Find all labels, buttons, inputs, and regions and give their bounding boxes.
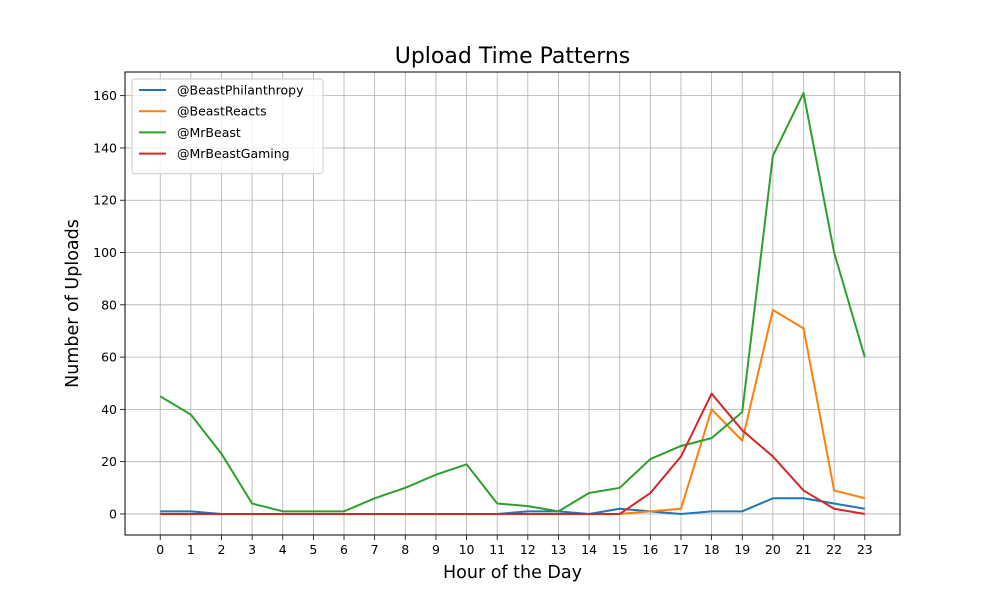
y-axis-label: Number of Uploads [63, 219, 83, 388]
y-tick-label: 0 [109, 506, 117, 521]
legend-box [131, 78, 324, 175]
x-tick-label: 15 [612, 542, 628, 557]
legend-label: @MrBeastGaming [177, 146, 290, 161]
series-line [160, 392, 865, 515]
x-tick-label: 3 [248, 542, 256, 557]
x-tick-label: 0 [156, 542, 164, 557]
x-tick-label: 7 [371, 542, 379, 557]
chart-title: Upload Time Patterns [395, 44, 631, 69]
legend-label: @BeastReacts [177, 104, 267, 119]
x-tick-label: 9 [432, 542, 440, 557]
x-tick-label: 5 [309, 542, 317, 557]
x-tick-label: 1 [187, 542, 195, 557]
x-axis-label: Hour of the Day [443, 563, 582, 583]
x-tick-label: 10 [459, 542, 475, 557]
legend: @BeastPhilanthropy @BeastReacts @MrBeast @M… [131, 78, 324, 175]
x-tick-label: 18 [704, 542, 720, 557]
x-axis-ticks: 0 1 2 3 4 5 6 7 8 9 10 11 12 13 14 15 16 17 18 19 20 21 22 23 [156, 535, 873, 557]
x-tick-label: 8 [401, 542, 409, 557]
x-tick-label: 23 [857, 542, 873, 557]
plot-frame [124, 71, 901, 536]
x-tick-label: 19 [734, 542, 750, 557]
y-tick-label: 120 [93, 193, 117, 208]
series-lines [159, 92, 866, 515]
y-tick-label: 20 [101, 454, 117, 469]
y-axis-ticks: 0 20 40 60 80 100 120 140 160 [93, 88, 125, 521]
series-line [159, 92, 866, 513]
legend-label: @MrBeast [177, 125, 241, 140]
x-tick-label: 14 [581, 542, 597, 557]
x-tick-label: 20 [765, 542, 781, 557]
x-tick-label: 17 [673, 542, 689, 557]
y-tick-label: 100 [93, 245, 117, 260]
y-tick-label: 60 [101, 350, 117, 365]
x-tick-label: 11 [489, 542, 505, 557]
x-tick-label: 2 [218, 542, 226, 557]
x-tick-label: 22 [826, 542, 842, 557]
y-tick-label: 80 [101, 297, 117, 312]
x-tick-label: 4 [279, 542, 287, 557]
x-tick-label: 12 [520, 542, 536, 557]
y-tick-label: 140 [93, 140, 117, 155]
x-tick-label: 6 [340, 542, 348, 557]
x-tick-label: 21 [796, 542, 812, 557]
y-tick-label: 40 [101, 402, 117, 417]
legend-label: @BeastPhilanthropy [177, 83, 304, 98]
x-tick-label: 13 [550, 542, 566, 557]
x-tick-label: 16 [642, 542, 658, 557]
y-tick-label: 160 [93, 88, 117, 103]
